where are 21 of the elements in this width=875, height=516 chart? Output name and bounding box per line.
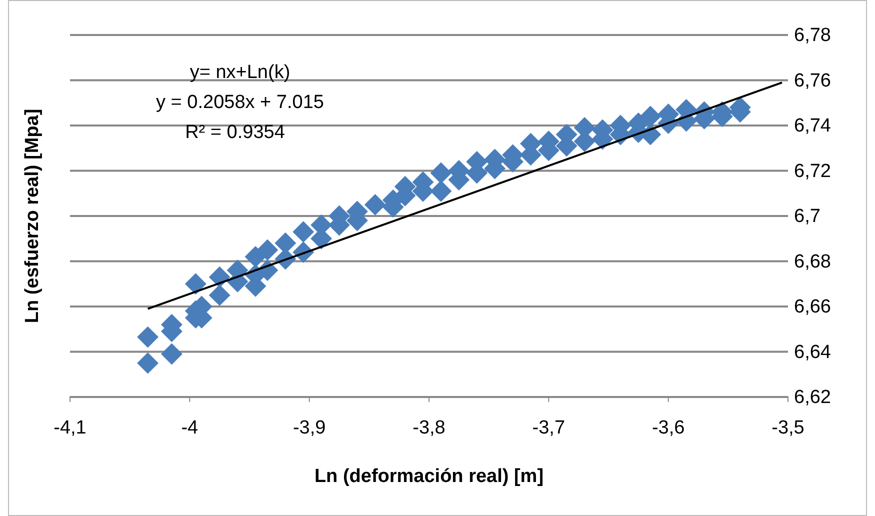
y-tick-label: 6,78 [794,25,831,46]
annotation: R² = 0.9354 [185,122,286,143]
y-tick-label: 6,76 [794,70,831,92]
x-tick-label: -3,5 [772,417,804,438]
x-tick-label: -4 [181,417,199,438]
y-tick-label: 6,66 [794,296,831,318]
y-axis-title: Ln (esfuerzo real) [Mpa] [22,108,43,324]
x-tick-label: -3,6 [652,417,685,438]
y-tick-label: 6,7 [794,206,820,228]
y-tick-label: 6,64 [794,342,832,363]
y-tick-label: 6,68 [794,251,831,272]
annotation: y = 0.2058x + 7.015 [156,92,324,113]
x-tick-label: -4,1 [54,417,86,438]
x-axis-title: Ln (deformación real) [m] [314,466,544,487]
x-tick-label: -3,9 [292,417,326,438]
annotation: y= nx+Ln(k) [190,62,290,83]
y-tick-label: 6,74 [794,116,832,137]
y-tick-label: 6,62 [794,387,831,408]
x-tick-label: -3,8 [412,417,446,438]
y-tick-label: 6,72 [794,160,831,182]
x-tick-label: -3,7 [532,417,566,438]
